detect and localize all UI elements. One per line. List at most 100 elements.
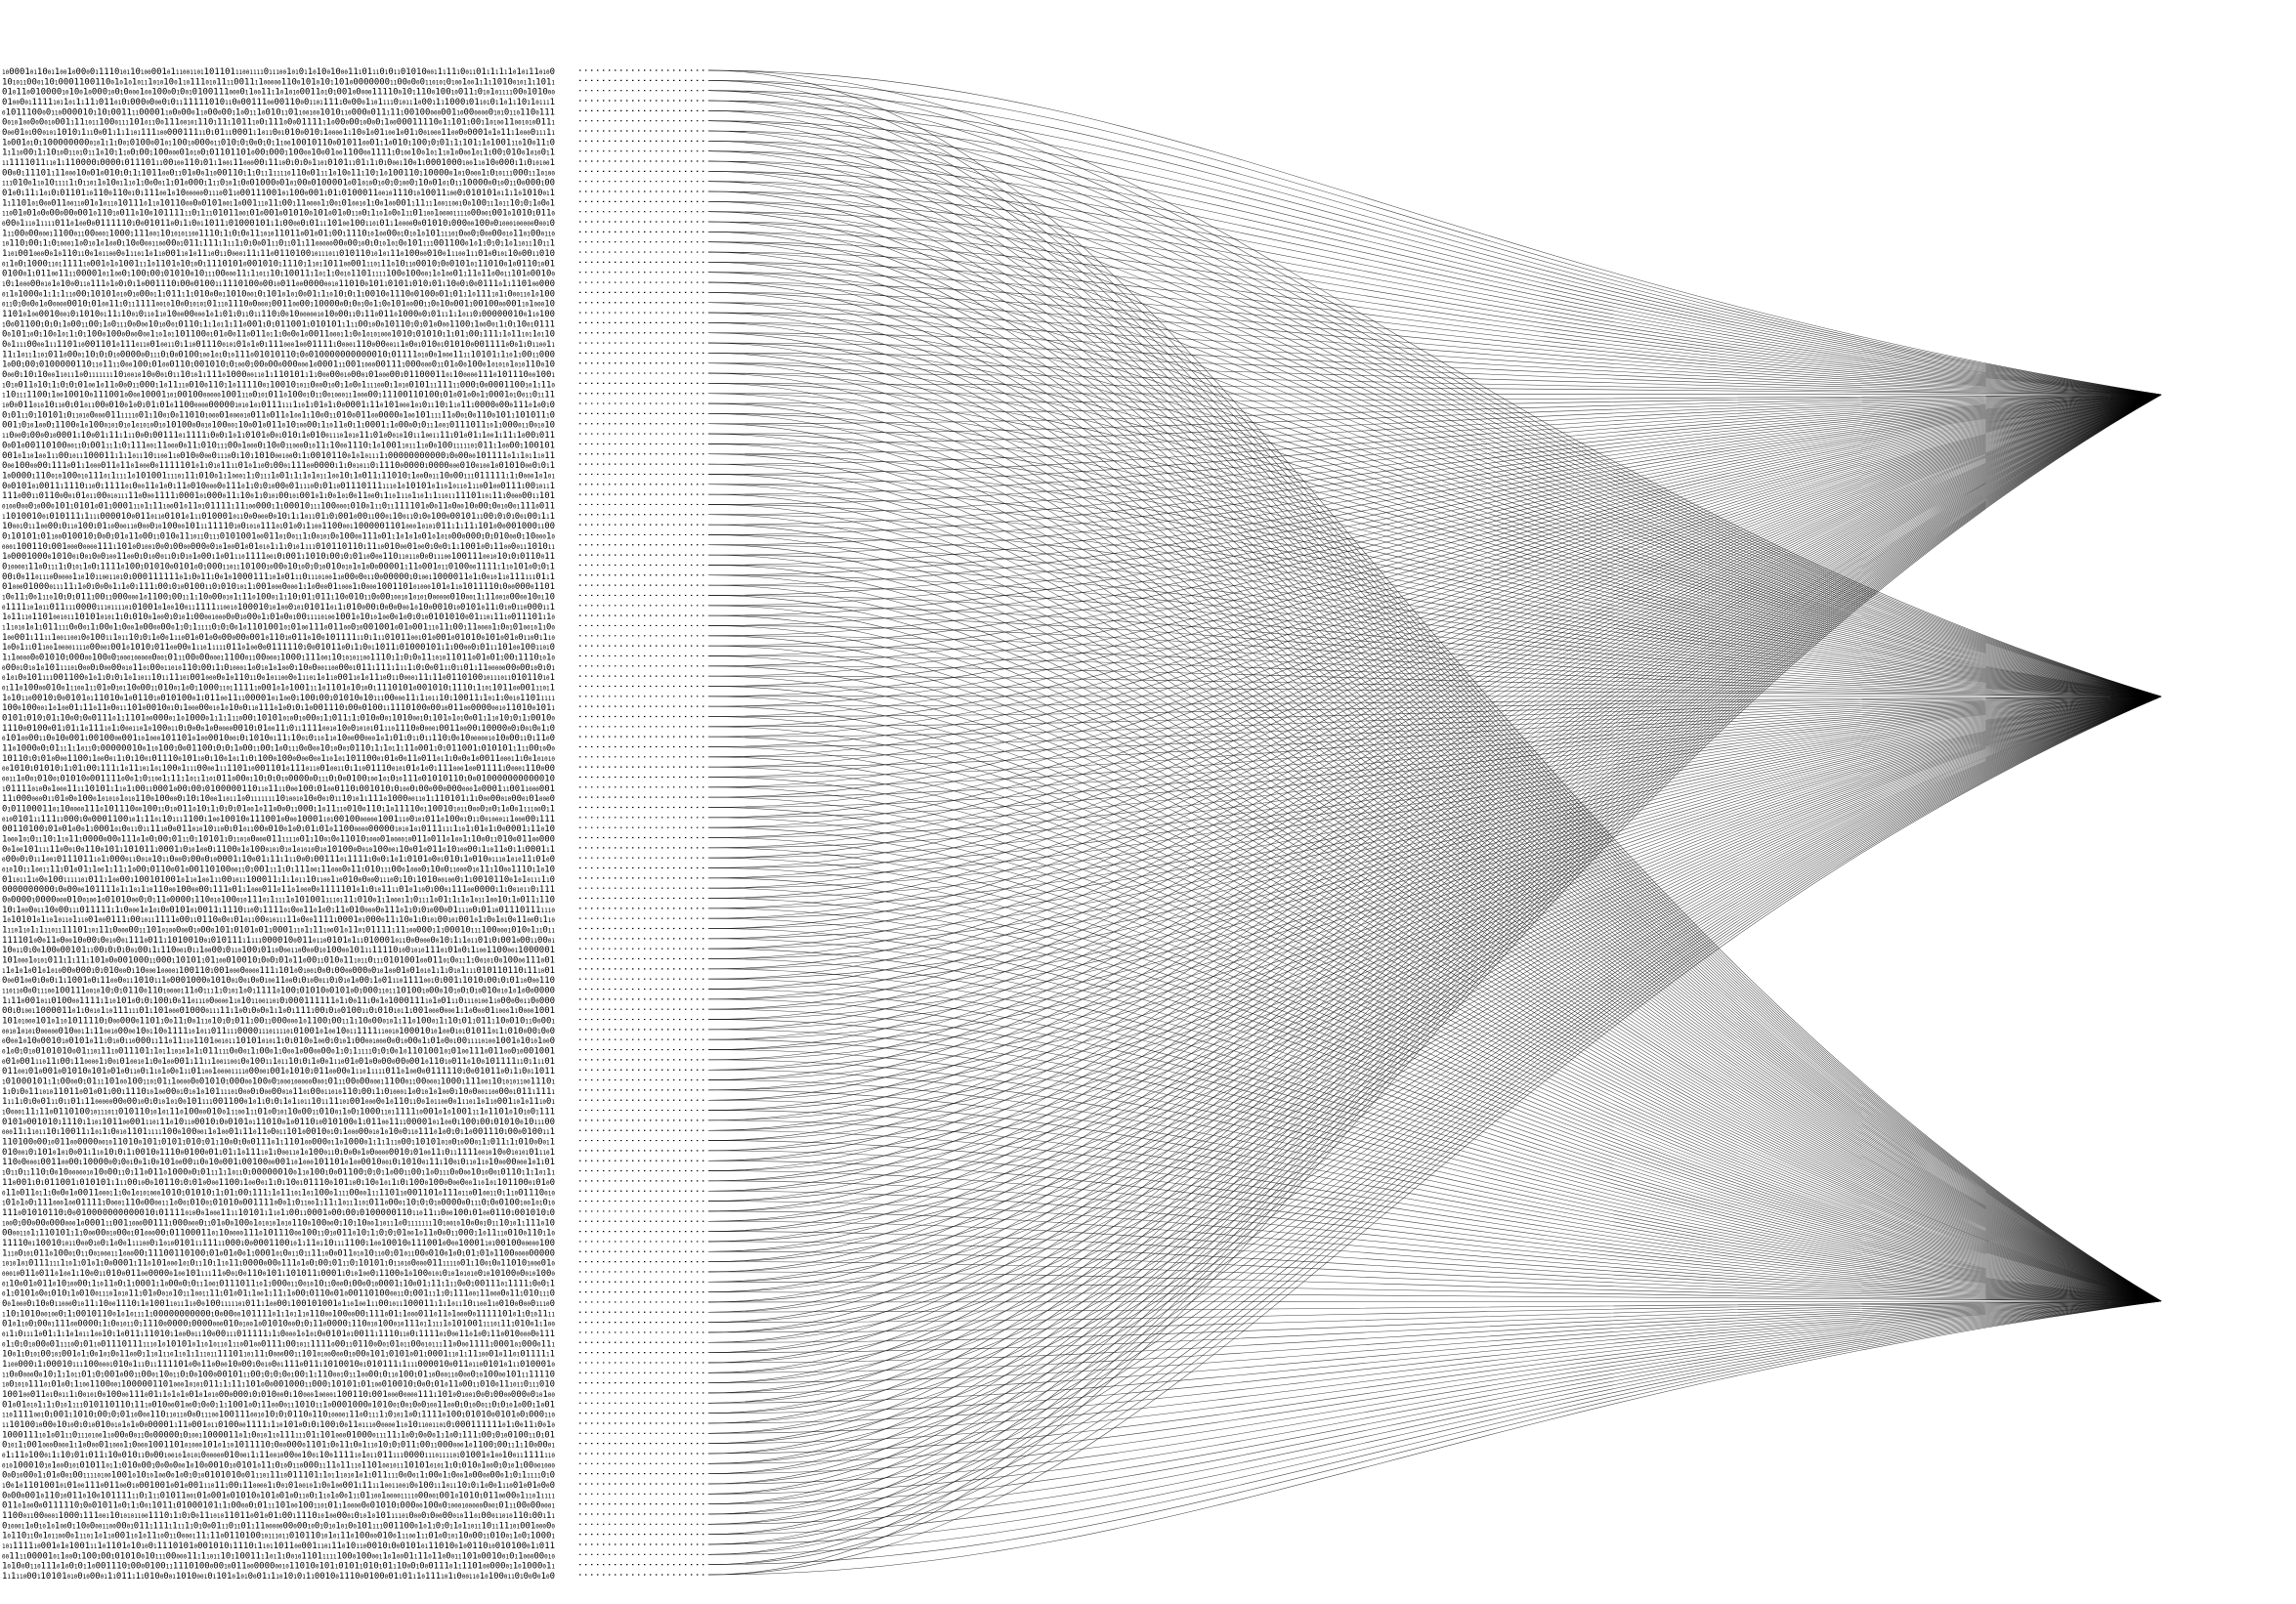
binary-row: 1011011001011000011101101100011010111001… bbox=[2, 1532, 555, 1541]
fan-curve bbox=[707, 696, 2162, 788]
fan-curve bbox=[707, 394, 2162, 586]
fan-curve bbox=[707, 696, 2162, 859]
fan-curve bbox=[707, 696, 2162, 1495]
binary-row: 1100100100000000000101101001101001011111… bbox=[2, 209, 555, 219]
fan-curve bbox=[707, 554, 2162, 697]
fan-curve bbox=[707, 394, 2162, 444]
fan-curve bbox=[707, 394, 2162, 677]
fan-curve bbox=[707, 394, 2162, 414]
fan-curve bbox=[707, 696, 2162, 1040]
fan-curve bbox=[707, 1300, 2162, 1504]
fan-curve bbox=[707, 394, 2162, 919]
binary-row: 0110011011100001000110001110010101000101… bbox=[2, 1188, 555, 1198]
fan-curve bbox=[707, 394, 2162, 1152]
fan-curve bbox=[707, 524, 2162, 697]
binary-row: 0111011110011111010111001011001111101011… bbox=[2, 1330, 555, 1339]
fan-curve bbox=[707, 100, 2162, 697]
fan-curve bbox=[707, 696, 2162, 1273]
fan-curve bbox=[707, 393, 2162, 697]
fan-curve bbox=[707, 90, 2162, 697]
fan-curve bbox=[707, 1300, 2162, 1353]
fan-curve bbox=[707, 696, 2162, 1444]
fan-curve bbox=[707, 394, 2162, 465]
fan-curve bbox=[707, 696, 2162, 1383]
fan-curve bbox=[707, 322, 2162, 697]
fan-curve bbox=[707, 362, 2162, 396]
fan-curve bbox=[707, 696, 2162, 1323]
fan-curve bbox=[707, 394, 2162, 868]
fan-curve bbox=[707, 190, 2162, 697]
fan-curve bbox=[707, 353, 2162, 697]
binary-row: 1101010000100010110100111110010110110100… bbox=[2, 310, 555, 319]
fan-curve bbox=[707, 696, 2162, 838]
fan-curve bbox=[707, 312, 2162, 697]
fan-curve bbox=[707, 696, 2162, 1455]
dotted-leader-lines bbox=[579, 69, 708, 1576]
fan-curve bbox=[707, 110, 2162, 697]
fan-curve bbox=[707, 394, 2162, 1202]
binary-row: 0000010111001011101110110000110010101100… bbox=[2, 855, 555, 865]
fan-curve bbox=[707, 394, 2162, 778]
fan-curve bbox=[707, 1300, 2162, 1444]
fan-curve bbox=[707, 394, 2162, 859]
fan-curve bbox=[707, 595, 2162, 697]
fan-curve bbox=[707, 394, 2162, 1283]
binary-row: 1011000000101010001101110100101100011101… bbox=[2, 279, 555, 289]
binary-row: 0101110000110000010110100111100001100000… bbox=[2, 107, 555, 117]
binary-row: 1101101000100011100101100101011111000000… bbox=[2, 1309, 555, 1319]
binary-row: 1101111100110010010011100100001000110100… bbox=[2, 391, 555, 401]
fan-curve bbox=[707, 696, 2162, 1485]
binary-row: 0000111101111000100010010101111011000110… bbox=[2, 168, 555, 178]
fan-curve bbox=[707, 605, 2162, 697]
fan-curve bbox=[707, 696, 2162, 768]
fan-curve bbox=[707, 394, 2162, 1000]
binary-row: 0010001110111001110000110010100101100100… bbox=[2, 1057, 555, 1067]
fan-curve bbox=[707, 160, 2162, 697]
fan-curve bbox=[707, 181, 2162, 396]
fan-curve bbox=[707, 1300, 2162, 1303]
fan-curve bbox=[707, 394, 2162, 656]
fan-curve bbox=[707, 696, 2162, 1182]
fan-curve bbox=[707, 394, 2162, 1545]
fan-curve bbox=[707, 394, 2162, 535]
fan-curve bbox=[707, 394, 2162, 1464]
fan-curve bbox=[707, 696, 2162, 1504]
fan-curve bbox=[707, 696, 2162, 808]
fan-curve bbox=[707, 696, 2162, 1111]
fan-curve bbox=[707, 696, 2162, 1061]
fan-curve bbox=[707, 394, 2162, 1161]
fan-curve bbox=[707, 1300, 2162, 1525]
fan-curve bbox=[707, 221, 2162, 697]
fan-curve bbox=[707, 1300, 2162, 1535]
fan-curve bbox=[707, 394, 2162, 425]
binary-row: 0011100010100101010000111100011011001111… bbox=[2, 774, 555, 783]
fan-curve bbox=[707, 394, 2162, 556]
binary-row: 1000010110011001000001111010110100001011… bbox=[2, 67, 555, 77]
fan-curve bbox=[707, 696, 2162, 970]
fan-curve bbox=[707, 394, 2162, 1262]
fan-curve bbox=[707, 423, 2162, 697]
fan-curve bbox=[707, 534, 2162, 697]
fan-curve bbox=[707, 353, 2162, 396]
binary-row: 1110001000011011101111011000110101000110… bbox=[2, 724, 555, 734]
binary-row: 1111101000111011011110000000000100101010… bbox=[2, 1097, 555, 1107]
fan-curve bbox=[707, 69, 2162, 396]
binary-row: 1000001110010100010111011111101010011110… bbox=[2, 471, 555, 481]
fan-curve bbox=[707, 394, 2162, 485]
binary-row: 1010001010101111111110100000100011000110… bbox=[2, 956, 555, 966]
binary-row: 0110101000101011001001110101011101000101… bbox=[2, 1289, 555, 1299]
fan-curve bbox=[707, 696, 2162, 1576]
fan-curve bbox=[707, 394, 2162, 1121]
fan-curve bbox=[707, 1281, 2162, 1302]
fan-curve bbox=[707, 150, 2162, 697]
fan-curve bbox=[707, 1300, 2162, 1373]
fan-curve bbox=[707, 1300, 2162, 1455]
fan-curve bbox=[707, 332, 2162, 697]
fan-curve bbox=[707, 696, 2162, 1252]
fan-curve bbox=[707, 201, 2162, 697]
fan-curve bbox=[707, 80, 2162, 396]
fan-curve bbox=[707, 394, 2162, 1192]
fan-curve bbox=[707, 394, 2162, 626]
binary-row: 1110010101101000100000000000101011110100… bbox=[2, 1208, 555, 1218]
fan-curve bbox=[707, 171, 2162, 697]
